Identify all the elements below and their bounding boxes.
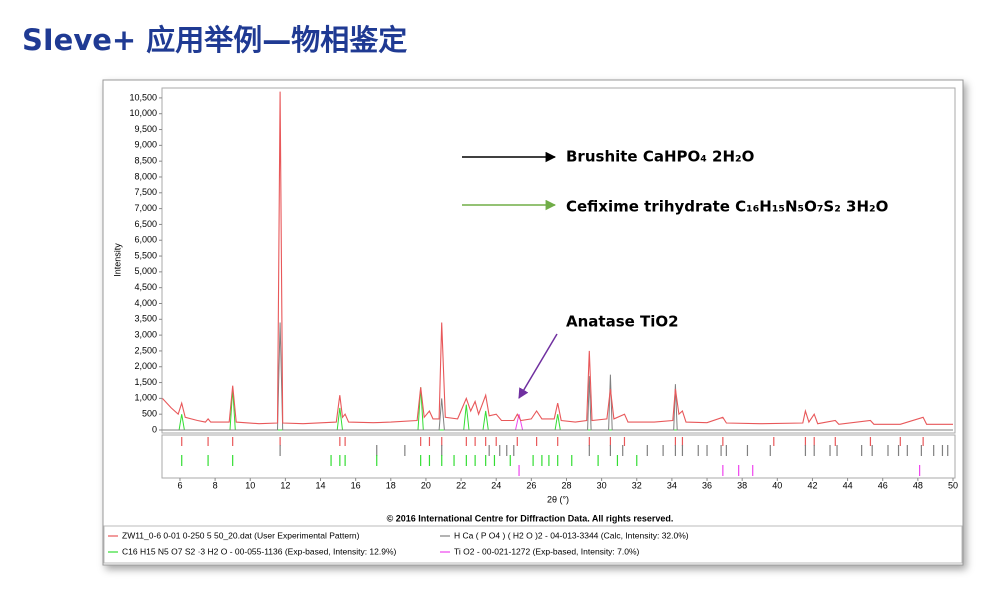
legend-label: Ti O2 - 00-021-1272 (Exp-based, Intensit… <box>454 546 640 556</box>
x-tick-label: 22 <box>456 480 466 490</box>
x-tick-label: 20 <box>421 480 431 490</box>
y-tick-label: 3,000 <box>134 329 157 339</box>
x-tick-label: 16 <box>351 480 361 490</box>
y-tick-label: 6,500 <box>134 219 157 229</box>
x-tick-label: 42 <box>807 480 817 490</box>
x-tick-label: 24 <box>491 480 501 490</box>
y-tick-label: 9,500 <box>134 124 157 134</box>
x-tick-label: 40 <box>772 480 782 490</box>
legend-label: H Ca ( P O4 ) ( H2 O )2 - 04-013-3344 (C… <box>454 530 689 540</box>
y-tick-label: 0 <box>152 424 157 434</box>
x-tick-label: 36 <box>702 480 712 490</box>
y-tick-label: 7,500 <box>134 187 157 197</box>
y-tick-label: 4,500 <box>134 282 157 292</box>
footnote: © 2016 International Centre for Diffract… <box>387 513 674 523</box>
x-tick-label: 6 <box>177 480 182 490</box>
x-tick-label: 34 <box>667 480 677 490</box>
y-tick-label: 6,000 <box>134 235 157 245</box>
x-tick-label: 14 <box>316 480 326 490</box>
y-tick-label: 7,000 <box>134 203 157 213</box>
legend-label: C16 H15 N5 O7 S2 ·3 H2 O - 00-055-1136 (… <box>122 546 397 556</box>
y-tick-label: 8,000 <box>134 171 157 181</box>
y-tick-label: 5,500 <box>134 250 157 260</box>
y-tick-label: 9,000 <box>134 140 157 150</box>
x-tick-label: 44 <box>843 480 853 490</box>
x-tick-label: 28 <box>561 480 571 490</box>
y-tick-label: 10,500 <box>129 92 157 102</box>
plot-frame <box>161 87 956 434</box>
x-tick-label: 8 <box>213 480 218 490</box>
x-tick-label: 32 <box>632 480 642 490</box>
x-axis-label: 2θ (°) <box>547 494 569 504</box>
slide-title: SIeve+ 应用举例—物相鉴定 <box>22 23 407 57</box>
legend-label: ZW11_0-6 0-01 0-250 5 50_20.dat (User Ex… <box>122 530 360 540</box>
y-tick-label: 5,000 <box>134 266 157 276</box>
y-tick-label: 1,000 <box>134 393 157 403</box>
x-tick-label: 48 <box>913 480 923 490</box>
y-tick-label: 2,000 <box>134 361 157 371</box>
y-tick-label: 1,500 <box>134 377 157 387</box>
x-tick-label: 38 <box>737 480 747 490</box>
x-tick-label: 50 <box>948 480 958 490</box>
y-axis-label: Intensity <box>112 243 122 277</box>
y-tick-label: 10,000 <box>129 108 157 118</box>
annotation-arrow <box>518 333 558 399</box>
x-tick-label: 46 <box>878 480 888 490</box>
x-tick-label: 10 <box>245 480 255 490</box>
x-tick-label: 12 <box>280 480 290 490</box>
y-tick-label: 8,500 <box>134 156 157 166</box>
x-tick-label: 30 <box>597 480 607 490</box>
series-line <box>162 322 953 431</box>
legend-box <box>103 525 963 564</box>
y-tick-label: 2,500 <box>134 345 157 355</box>
annotation: Cefixime trihydrate C₁₆H₁₅N₅O₇S₂ 3H₂O <box>566 198 888 216</box>
series-line <box>161 91 953 425</box>
annotation: Brushite CaHPO₄ 2H₂O <box>566 148 754 166</box>
y-tick-label: 3,500 <box>134 314 157 324</box>
annotation: Anatase TiO2 <box>566 313 679 331</box>
y-tick-label: 500 <box>142 409 157 419</box>
x-tick-label: 26 <box>526 480 536 490</box>
x-tick-label: 18 <box>386 480 396 490</box>
stick-frame <box>161 434 956 479</box>
y-tick-label: 4,000 <box>134 298 157 308</box>
chart-frame <box>102 79 964 566</box>
